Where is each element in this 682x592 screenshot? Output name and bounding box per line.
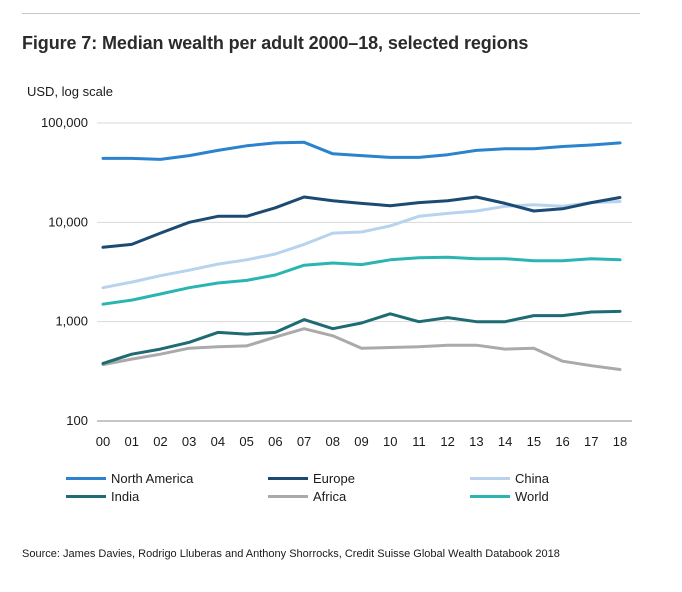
x-tick-label: 06 (268, 434, 282, 449)
series-line-world (101, 255, 622, 306)
x-tick-label: 03 (182, 434, 196, 449)
y-tick-label: 1,000 (55, 314, 88, 329)
legend-swatch-africa (268, 494, 308, 498)
x-tick-label: 07 (297, 434, 311, 449)
legend-swatch-europe (268, 476, 308, 480)
x-tick-label: 10 (383, 434, 397, 449)
x-tick-label: 18 (613, 434, 627, 449)
x-tick-label: 01 (124, 434, 138, 449)
source-note: Source: James Davies, Rodrigo Lluberas a… (22, 548, 560, 560)
x-tick-label: 00 (96, 434, 110, 449)
chart-title: Figure 7: Median wealth per adult 2000–1… (22, 33, 529, 53)
legend-swatch-north-america (66, 476, 106, 480)
series-line-europe (101, 195, 622, 249)
series-line-china (101, 200, 622, 290)
y-tick-labels: 100 1,000 10,000 100,000 (41, 115, 88, 428)
series-line-north-america (101, 140, 622, 161)
x-tick-label: 04 (211, 434, 225, 449)
line-chart: 100 1,000 10,000 100,000 00 01 02 03 04 05 06 07 08… (41, 115, 632, 449)
y-axis-label: USD, log scale (27, 84, 113, 99)
x-tick-label: 16 (555, 434, 569, 449)
legend-item-africa: Africa (268, 487, 346, 505)
x-tick-label: 08 (326, 434, 340, 449)
legend-item-india: India (66, 487, 139, 505)
legend-label-world: World (515, 488, 549, 504)
legend-label-africa: Africa (313, 488, 347, 504)
legend-label-north-america: North America (111, 470, 194, 486)
legend-label-india: India (111, 488, 140, 504)
x-tick-label: 02 (153, 434, 167, 449)
x-tick-labels: 00 01 02 03 04 05 06 07 08 09 10 11 12 13 14 15 16 17 18 (96, 434, 627, 449)
x-tick-label: 17 (584, 434, 598, 449)
series-line-india (101, 309, 622, 365)
y-tick-label: 10,000 (48, 214, 88, 229)
legend-item-china: China (470, 469, 549, 487)
legend-item-world: World (470, 487, 549, 505)
x-tick-label: 12 (440, 434, 454, 449)
legend-label-europe: Europe (313, 470, 355, 486)
x-tick-label: 09 (354, 434, 368, 449)
series-line-africa (101, 327, 622, 371)
legend-swatch-china (470, 476, 510, 480)
top-divider (22, 13, 640, 14)
x-tick-label: 14 (498, 434, 512, 449)
x-tick-label: 15 (527, 434, 541, 449)
x-tick-label: 05 (239, 434, 253, 449)
x-tick-label: 11 (412, 434, 426, 449)
y-tick-label: 100 (66, 413, 88, 428)
series-lines (101, 140, 622, 371)
legend-item-north-america: North America (66, 469, 193, 487)
x-tick-label: 13 (469, 434, 483, 449)
legend-swatch-world (470, 494, 510, 498)
legend-swatch-india (66, 494, 106, 498)
legend-item-europe: Europe (268, 469, 355, 487)
y-tick-label: 100,000 (41, 115, 88, 130)
legend-label-china: China (515, 470, 549, 486)
